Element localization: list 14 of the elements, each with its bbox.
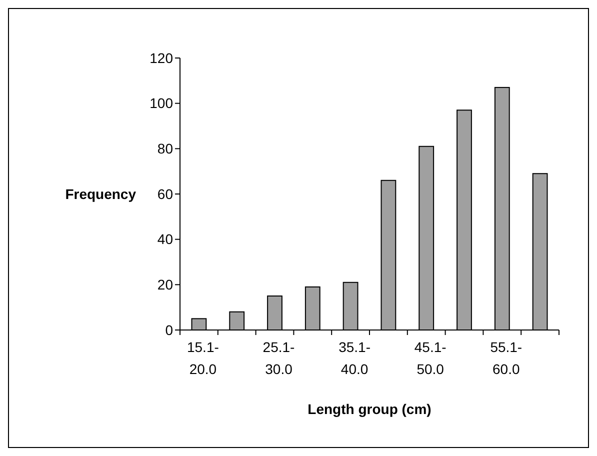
x-tick-label: 45.1-50.0 [414, 339, 447, 377]
x-tick-label: 15.1-20.0 [186, 339, 220, 377]
y-tick-label: 80 [157, 140, 174, 157]
y-tick-label: 100 [150, 95, 174, 112]
y-axis-title: Frequency [65, 186, 136, 202]
y-tick-label: 60 [157, 186, 174, 202]
x-tick-label: 55.1-60.0 [490, 339, 522, 377]
x-tick-label: 35.1-40.0 [338, 339, 371, 377]
y-tick-label: 0 [165, 322, 174, 338]
y-tick-label: 120 [150, 50, 174, 66]
y-tick-label: 40 [157, 231, 174, 248]
x-tick-label: 25.1-30.0 [262, 339, 296, 377]
y-tick-label: 20 [157, 276, 174, 293]
x-axis-title: Length group (cm) [308, 401, 432, 417]
